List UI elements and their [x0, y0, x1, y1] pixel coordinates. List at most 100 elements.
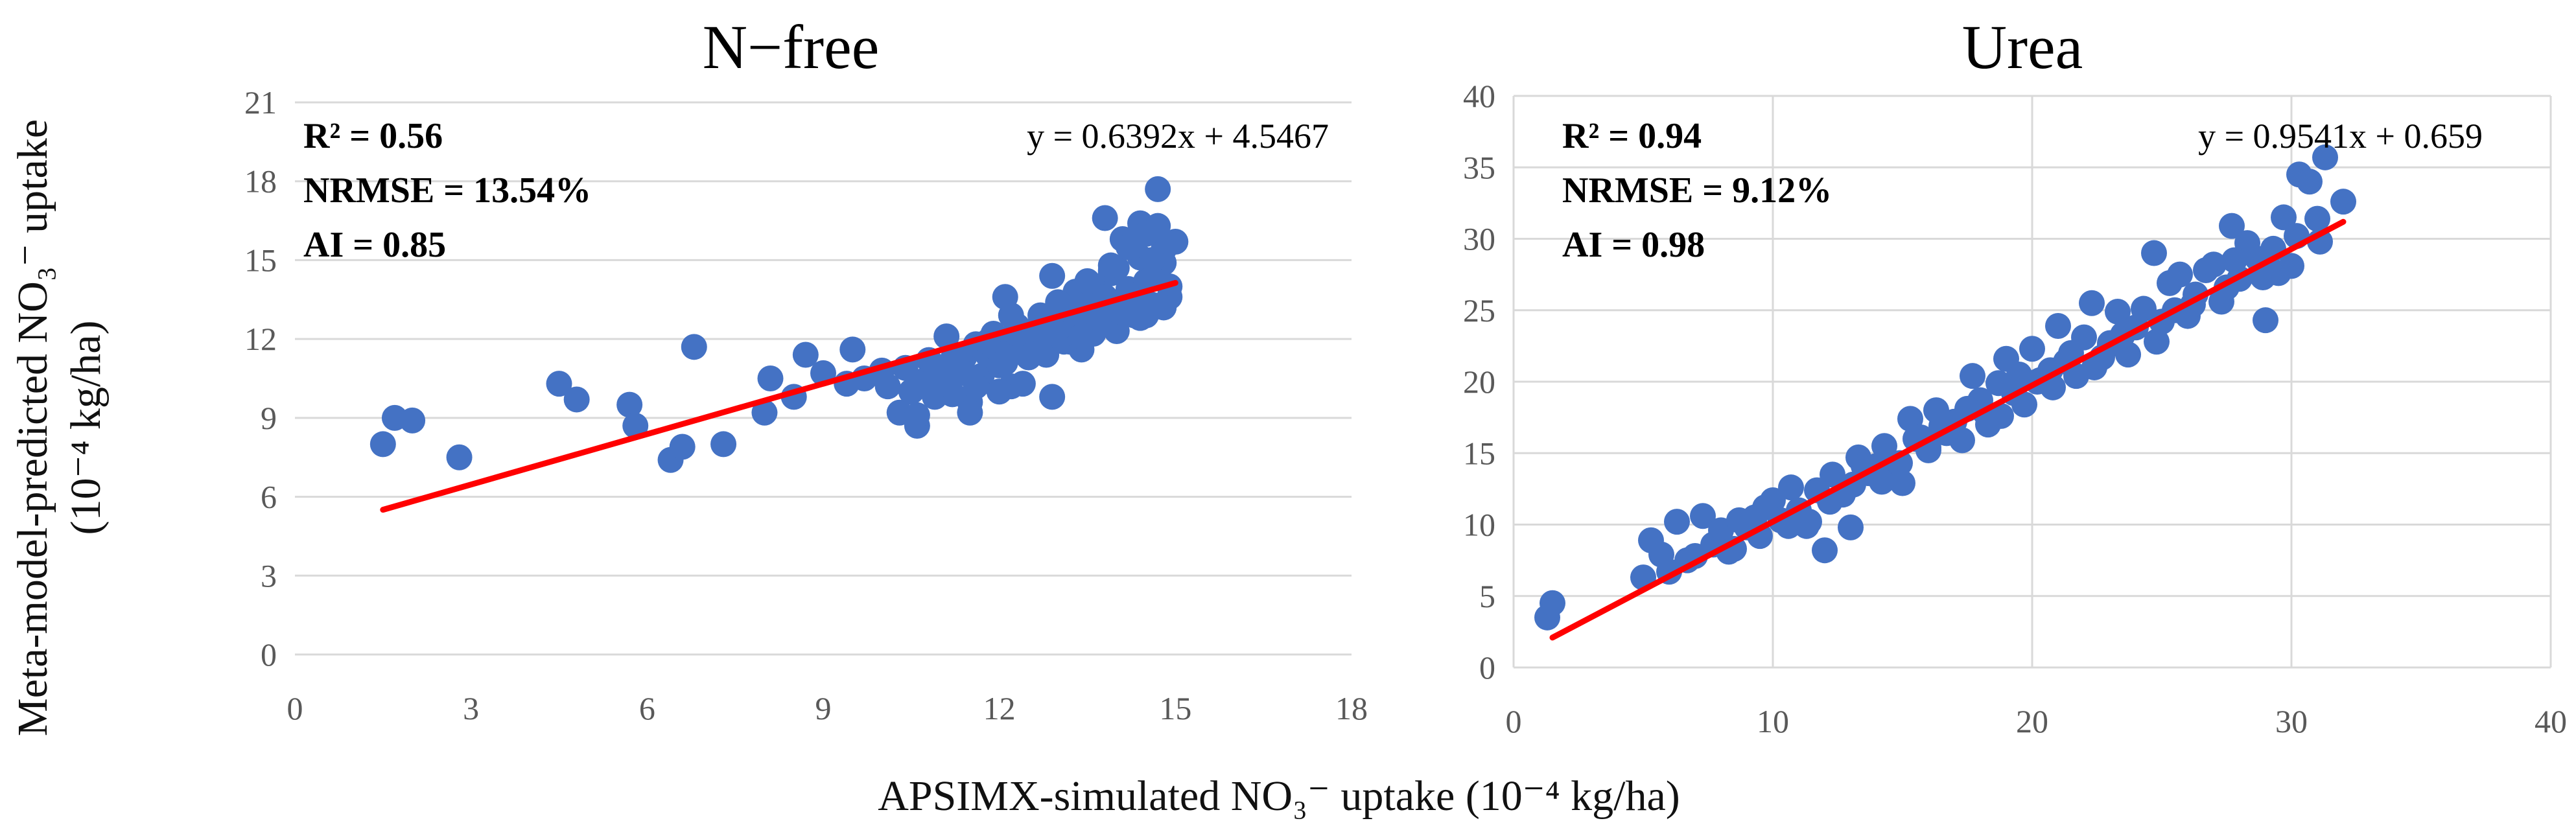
nfree-data-point — [792, 342, 819, 368]
urea-data-point — [2011, 391, 2037, 418]
nfree-trendline — [380, 280, 1178, 513]
y-axis-label-line1: Meta-model-predicted NO₃⁻ uptake — [9, 119, 56, 736]
nfree-y-tick-label: 21 — [244, 84, 277, 121]
urea-x-tick-label: 10 — [1757, 703, 1789, 739]
nfree-data-point — [1045, 289, 1071, 316]
urea-x-ticks: 0 10 20 30 40 — [1506, 703, 2568, 739]
urea-gridlines — [1512, 95, 2552, 669]
nfree-data-point — [1068, 323, 1095, 350]
urea-data-point — [1869, 469, 1895, 495]
nfree-data-point — [1097, 252, 1124, 279]
nfree-data-point — [622, 413, 649, 439]
nfree-x-tick-label: 3 — [463, 690, 479, 726]
urea-data-point — [2253, 307, 2278, 334]
nfree-data-point — [874, 373, 901, 400]
nfree-y-tick-label: 9 — [261, 400, 277, 436]
nfree-regression-equation: y = 0.6392x + 4.5467 — [1027, 117, 1329, 156]
nfree-data-point — [1145, 176, 1171, 202]
urea-data-point — [2167, 261, 2193, 288]
urea-y-tick-label: 0 — [1479, 649, 1495, 686]
nfree-data-points — [369, 176, 1189, 473]
urea-data-point — [2304, 205, 2330, 232]
urea-y-tick-label: 35 — [1463, 149, 1495, 185]
urea-x-tick-label: 20 — [2016, 703, 2048, 739]
nfree-y-tick-label: 0 — [261, 636, 277, 673]
nfree-data-point — [681, 334, 707, 360]
nfree-x-tick-label: 9 — [815, 690, 832, 726]
shared-y-axis-label: Meta-model-predicted NO₃⁻ uptake (10⁻⁴ k… — [9, 119, 110, 736]
urea-data-point — [1778, 474, 1804, 501]
urea-data-point — [2081, 354, 2107, 380]
urea-data-point — [1838, 514, 1864, 540]
nfree-y-tick-label: 3 — [261, 557, 277, 594]
nfree-y-tick-label: 15 — [244, 242, 277, 278]
nfree-data-point — [928, 371, 954, 397]
urea-data-point — [2144, 329, 2170, 355]
urea-data-point — [2201, 251, 2227, 278]
urea-data-point — [1664, 509, 1690, 535]
nfree-data-point — [563, 386, 590, 413]
nfree-data-point — [1151, 294, 1177, 321]
nfree-data-point — [546, 371, 572, 397]
urea-y-tick-label: 30 — [1463, 221, 1495, 257]
nfree-gridlines — [295, 101, 1352, 656]
urea-data-point — [2266, 260, 2291, 286]
urea-data-point — [2019, 336, 2045, 362]
nfree-data-point — [1115, 234, 1142, 261]
urea-data-point — [2219, 213, 2245, 239]
urea-data-point — [1960, 363, 1985, 389]
nfree-data-point — [616, 391, 643, 418]
urea-x-tick-label: 0 — [1506, 703, 1522, 739]
urea-x-tick-label: 30 — [2275, 703, 2308, 739]
urea-nrmse-stat: NRMSE = 9.12% — [1562, 170, 1832, 211]
urea-data-point — [2297, 168, 2323, 195]
nfree-y-tick-label: 6 — [261, 479, 277, 515]
nfree-data-point — [1092, 205, 1118, 231]
nfree-x-tick-label: 12 — [983, 690, 1016, 726]
urea-y-tick-label: 40 — [1463, 78, 1495, 114]
nfree-x-tick-label: 0 — [287, 690, 303, 726]
urea-y-tick-label: 15 — [1463, 435, 1495, 471]
nfree-data-point — [957, 399, 983, 426]
nfree-data-point — [992, 349, 1018, 376]
nfree-ai-stat: AI = 0.85 — [303, 225, 446, 265]
urea-y-ticks: 0 5 10 15 20 25 30 35 40 — [1463, 78, 1495, 686]
nfree-chart-title: N−free — [703, 12, 880, 82]
nfree-x-tick-label: 18 — [1335, 690, 1368, 726]
nfree-y-tick-label: 18 — [244, 163, 277, 200]
nfree-data-point — [1127, 305, 1153, 331]
nfree-y-tick-label: 12 — [244, 321, 277, 357]
urea-data-point — [2131, 295, 2157, 322]
urea-scatter-panel: Urea 0 5 10 15 20 25 30 35 40 0 10 20 30 40 R² = 0.9… — [1463, 12, 2567, 739]
urea-data-point — [1796, 509, 1822, 535]
y-axis-label-line2: (10⁻⁴ kg/ha) — [62, 321, 110, 535]
nfree-y-ticks: 0 3 6 9 12 15 18 21 — [244, 84, 277, 673]
urea-data-point — [1760, 487, 1786, 514]
nfree-data-point — [710, 431, 737, 458]
nfree-data-point — [1133, 220, 1160, 247]
urea-data-points — [1534, 144, 2356, 631]
urea-data-point — [2330, 189, 2356, 215]
nfree-nrmse-stat: NRMSE = 13.54% — [303, 170, 591, 211]
nfree-data-point — [904, 402, 930, 428]
urea-y-tick-label: 10 — [1463, 507, 1495, 543]
nfree-data-point — [1039, 262, 1066, 289]
nfree-scatter-panel: N−free 0 3 6 9 12 15 18 21 0 3 6 9 12 15 18 R² = 0.56… — [244, 12, 1368, 726]
urea-data-point — [1690, 503, 1716, 529]
nfree-x-tick-label: 15 — [1159, 690, 1191, 726]
urea-y-tick-label: 20 — [1463, 364, 1495, 400]
urea-chart-title: Urea — [1962, 12, 2083, 82]
urea-data-point — [2079, 290, 2105, 316]
nfree-data-point — [369, 431, 396, 458]
nfree-data-point — [986, 378, 1013, 405]
urea-data-point — [2271, 204, 2297, 231]
shared-x-axis-label: APSIMX-simulated NO₃⁻ uptake (10⁻⁴ kg/ha… — [878, 772, 1680, 820]
urea-data-point — [2221, 247, 2247, 273]
urea-ai-stat: AI = 0.98 — [1562, 225, 1705, 265]
urea-data-point — [1949, 427, 1975, 454]
nfree-data-point — [1074, 268, 1101, 294]
urea-data-point — [1890, 470, 1915, 496]
nfree-data-point — [399, 407, 426, 434]
urea-data-point — [2045, 313, 2071, 340]
